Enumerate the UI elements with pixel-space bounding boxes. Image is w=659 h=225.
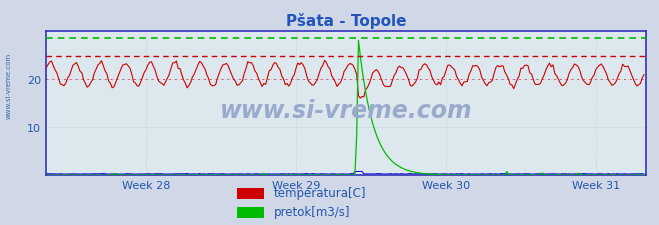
Bar [237,188,264,199]
Text: www.si-vreme.com: www.si-vreme.com [219,99,473,123]
Title: Pšata - Topole: Pšata - Topole [286,13,406,29]
Text: pretok[m3/s]: pretok[m3/s] [273,205,350,218]
Text: temperatura[C]: temperatura[C] [273,186,366,199]
Text: www.si-vreme.com: www.si-vreme.com [5,53,12,118]
Bar [237,207,264,218]
